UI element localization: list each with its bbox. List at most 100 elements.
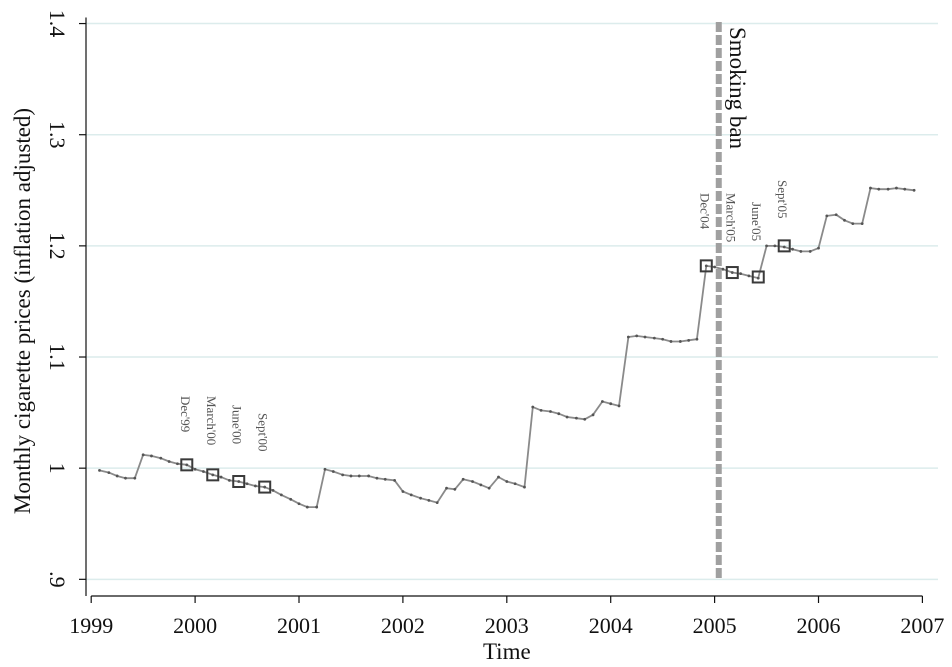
price-point (202, 470, 205, 473)
price-point (471, 480, 474, 483)
highlight-marker (725, 266, 739, 280)
highlight-marker (777, 239, 791, 253)
highlight-marker (751, 270, 765, 284)
price-point (115, 474, 119, 478)
price-point (176, 462, 179, 466)
price-point (643, 335, 647, 339)
price-point (895, 186, 898, 190)
price-point (497, 475, 500, 479)
price-point (141, 453, 145, 457)
price-point (245, 482, 249, 486)
price-point (773, 244, 777, 248)
price-point (367, 474, 371, 478)
price-point (739, 272, 742, 276)
highlighted-points: Dec'99 March'00 June'00 Sept'00 Dec'04 March'… (178, 180, 791, 494)
y-tick-label: 1.3 (45, 121, 70, 149)
price-point (817, 246, 820, 250)
x-tick-label: 2006 (797, 613, 841, 638)
price-point (150, 454, 153, 458)
smoking-ban-marker: Smoking ban (715, 22, 750, 580)
price-point (591, 413, 595, 417)
price-point (401, 490, 405, 493)
price-point (479, 483, 483, 487)
highlight-label: March'05 (723, 193, 738, 242)
price-point (557, 412, 561, 416)
price-point (825, 214, 829, 218)
highlight-marker (206, 468, 220, 482)
price-point (505, 480, 509, 483)
price-point (289, 497, 293, 501)
y-tick-label: 1.2 (45, 232, 70, 260)
price-point (721, 267, 725, 271)
price-point (427, 499, 431, 502)
highlight-label: Dec'04 (697, 193, 712, 230)
x-tick-label: 2007 (900, 613, 944, 638)
price-point (513, 482, 517, 486)
price-point (383, 477, 387, 481)
price-series (98, 186, 916, 509)
price-point (600, 400, 604, 403)
price-point (393, 479, 396, 482)
axes (85, 17, 923, 597)
x-tick-label: 2000 (173, 613, 217, 638)
y-tick-label: 1.4 (45, 10, 70, 38)
price-point (661, 337, 665, 341)
price-point (869, 186, 872, 190)
highlight-label: June'05 (749, 202, 764, 241)
price-point (409, 493, 413, 497)
x-tick-label: 2004 (589, 613, 633, 638)
price-point (263, 485, 267, 489)
highlight-label: June'00 (230, 405, 245, 444)
price-point (730, 271, 734, 274)
price-point (98, 468, 101, 472)
price-point (193, 467, 197, 471)
y-axis-title: Monthly cigarette prices (inflation adju… (10, 108, 35, 514)
price-point (185, 463, 189, 467)
price-point (791, 247, 794, 251)
price-point (315, 505, 319, 509)
price-point (635, 334, 639, 338)
price-point (609, 402, 613, 406)
price-point (860, 222, 864, 226)
price-point (808, 250, 812, 253)
price-point (375, 476, 379, 480)
price-point (133, 476, 137, 480)
highlight-marker (699, 259, 713, 273)
price-point (704, 264, 708, 268)
price-point (669, 340, 673, 343)
price-point (903, 187, 907, 191)
price-point (695, 337, 699, 341)
price-point (523, 485, 526, 489)
price-point (461, 477, 465, 481)
price-point (349, 474, 353, 478)
price-point (834, 213, 838, 217)
price-point (124, 476, 127, 480)
price-point (159, 456, 163, 460)
price-point (357, 474, 361, 478)
price-point (445, 486, 448, 490)
smoking-ban-label: Smoking ban (725, 27, 750, 150)
price-point (851, 222, 855, 226)
y-tick-label: .9 (45, 571, 70, 588)
price-point (575, 416, 578, 420)
price-point (331, 470, 335, 473)
price-point (583, 417, 587, 421)
tick-labels: .9 1 1.1 1.2 1.3 1.4 1999 2000 2001 2002 2003 2004 2… (45, 10, 944, 638)
price-point (453, 487, 457, 491)
highlight-label: March'00 (204, 396, 219, 445)
price-point (539, 408, 543, 412)
price-point (843, 218, 846, 222)
highlight-marker (180, 458, 194, 472)
highlight-label: Sept'00 (256, 413, 271, 451)
price-point (765, 244, 768, 248)
price-point (886, 187, 890, 191)
price-point (237, 480, 241, 483)
y-tick-label: 1.1 (45, 343, 70, 371)
price-line (99, 187, 915, 509)
highlight-marker (258, 480, 272, 494)
highlight-marker (232, 475, 246, 489)
price-point (678, 340, 682, 343)
price-point (253, 484, 257, 488)
x-tick-label: 1999 (69, 613, 113, 638)
